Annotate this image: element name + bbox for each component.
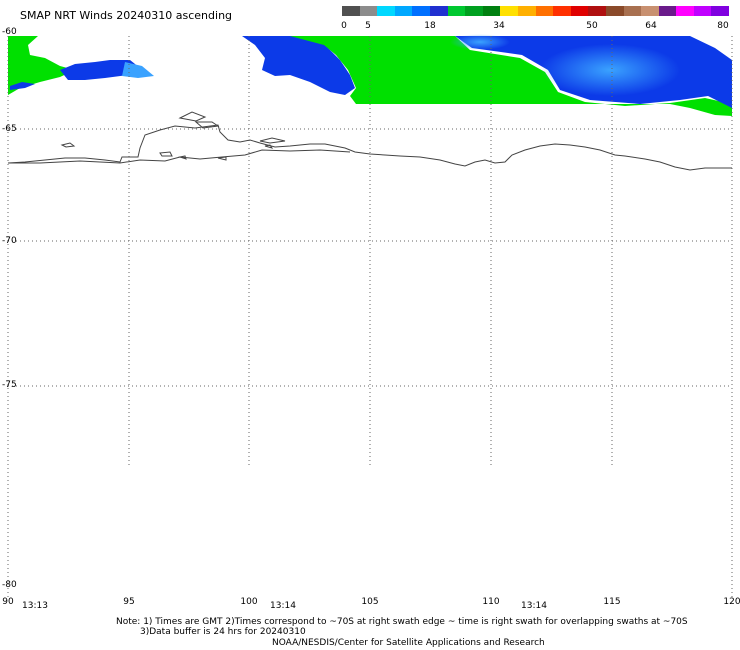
color-scale-label: 64 bbox=[645, 21, 657, 31]
lon-label: 105 bbox=[361, 597, 379, 607]
color-scale-swatch bbox=[447, 6, 466, 16]
color-scale-swatch bbox=[658, 6, 677, 16]
wind-swath-lightblue-east bbox=[540, 44, 680, 96]
color-scale-swatch bbox=[676, 6, 694, 16]
lon-label: 100 bbox=[240, 597, 258, 607]
color-scale-label: 80 bbox=[717, 21, 729, 31]
color-scale-swatch bbox=[517, 6, 536, 16]
swath-time: 13:13 bbox=[22, 601, 48, 611]
color-scale-swatch bbox=[429, 6, 448, 16]
grid-lines bbox=[7, 36, 733, 600]
wind-swath-blue-right bbox=[242, 36, 355, 95]
wind-swath-lightblue-left bbox=[122, 62, 154, 78]
color-scale-label: 50 bbox=[586, 21, 598, 31]
color-scale-label: 0 bbox=[341, 21, 347, 31]
color-scale-swatch bbox=[623, 6, 642, 16]
color-scale-swatch bbox=[377, 6, 395, 16]
antarctic-coastline bbox=[7, 111, 732, 171]
color-scale-swatch bbox=[359, 6, 378, 16]
lat-label: -65 bbox=[2, 124, 17, 134]
lat-label: -75 bbox=[2, 380, 17, 390]
footer-note: Note: 1) Times are GMT 2)Times correspon… bbox=[116, 617, 688, 627]
wind-swath-lightblue-east-2 bbox=[450, 34, 510, 50]
color-scale-swatch bbox=[711, 6, 730, 16]
swath-time: 13:14 bbox=[521, 601, 547, 611]
wind-swath-green-right bbox=[290, 36, 732, 116]
footer-note-buffer: 3)Data buffer is 24 hrs for 20240310 bbox=[140, 627, 306, 637]
wind-swath-green-left bbox=[8, 36, 75, 95]
color-scale-swatch bbox=[342, 6, 360, 16]
color-scale-label: 5 bbox=[365, 21, 371, 31]
color-scale-label: 34 bbox=[493, 21, 505, 31]
lon-label: 115 bbox=[603, 597, 621, 607]
color-scale-swatch bbox=[500, 6, 518, 16]
color-scale-label: 18 bbox=[424, 21, 436, 31]
wind-swath-blue-left-small bbox=[10, 82, 35, 90]
lat-label: -80 bbox=[2, 580, 17, 590]
color-scale-swatch bbox=[588, 6, 606, 16]
color-scale-swatch bbox=[535, 6, 554, 16]
color-scale-swatch bbox=[465, 6, 483, 16]
color-scale-labels: 0 5 18 34 50 64 80 bbox=[0, 21, 740, 33]
chart-title: SMAP NRT Winds 20240310 ascending bbox=[20, 9, 233, 22]
wind-swath-blue-left bbox=[60, 60, 140, 80]
color-scale-swatch bbox=[693, 6, 712, 16]
color-scale-swatch bbox=[641, 6, 659, 16]
footer-credit: NOAA/NESDIS/Center for Satellite Applica… bbox=[272, 638, 545, 648]
color-scale-swatch bbox=[570, 6, 589, 16]
lat-label: -70 bbox=[2, 236, 17, 246]
color-scale-swatch bbox=[553, 6, 571, 16]
swath-time: 13:14 bbox=[270, 601, 296, 611]
lon-label: 95 bbox=[123, 597, 135, 607]
lon-label: 110 bbox=[482, 597, 500, 607]
lon-label: 120 bbox=[723, 597, 740, 607]
color-scale-swatch bbox=[412, 6, 430, 16]
color-scale-swatch bbox=[482, 6, 501, 16]
lat-label: -60 bbox=[2, 27, 17, 37]
color-scale-swatch bbox=[605, 6, 624, 16]
color-scale-swatch bbox=[394, 6, 413, 16]
wind-speed-color-scale bbox=[342, 6, 730, 16]
lon-label: 90 bbox=[2, 597, 14, 607]
